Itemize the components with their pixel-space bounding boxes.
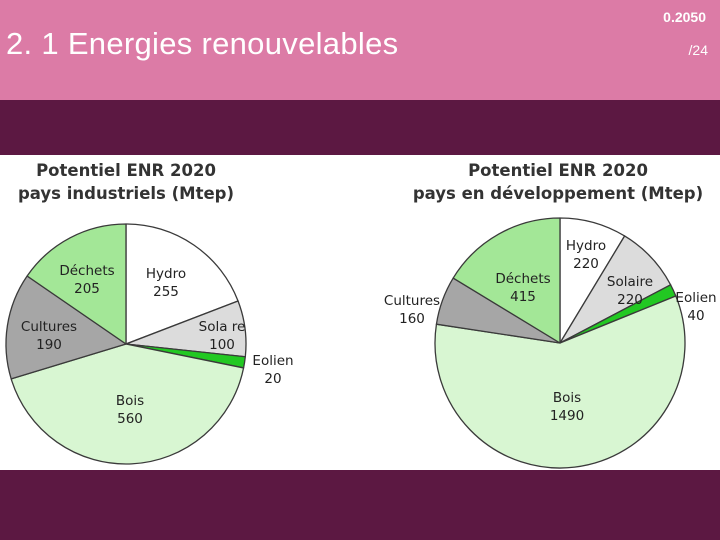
chart-1-label-dechets: Déchets — [59, 263, 114, 279]
chart-2-label-bois: Bois — [553, 390, 581, 406]
chart-2-label-hydro: Hydro — [566, 238, 606, 254]
chart-1-value-eolien: 20 — [264, 371, 281, 387]
chart-1-value-hydro: 255 — [153, 284, 179, 300]
chart-2-value-dechets: 415 — [510, 289, 536, 305]
chart-2: Potentiel ENR 2020 pays en développement… — [384, 161, 717, 469]
chart-1-value-solaire: 100 — [209, 337, 235, 353]
slide-code: 0.2050 — [663, 9, 706, 25]
chart-2-slice-bois — [434, 295, 686, 469]
chart-1-label-solaire: Sola re — [199, 319, 246, 335]
chart-1-label-cultures: Cultures — [21, 319, 77, 335]
chart-1-labels: Hydro 255 Sola re 100 Eolien 20 Bois 560 Culture… — [21, 263, 294, 427]
chart-2-slice-dechets — [452, 217, 561, 344]
chart-2-value-eolien: 40 — [687, 308, 704, 324]
slide-title: 2. 1 Energies renouvelables — [6, 26, 399, 61]
chart-1-slice-bois — [10, 343, 245, 465]
chart-1-slice-cultures — [5, 275, 127, 380]
chart-2-label-solaire: Solaire — [607, 274, 653, 290]
title-bar: 2. 1 Energies renouvelables 0.2050 /24 — [0, 0, 720, 100]
chart-1-label-eolien: Eolien — [252, 353, 293, 369]
chart-2-subtitle: pays en développement (Mtep) — [413, 184, 703, 203]
chart-1-value-dechets: 205 — [74, 281, 100, 297]
chart-1-subtitle: pays industriels (Mtep) — [18, 184, 234, 203]
chart-1-slice-dechets — [26, 223, 127, 345]
chart-2-title: Potentiel ENR 2020 — [468, 161, 648, 180]
chart-2-value-hydro: 220 — [573, 256, 599, 272]
chart-1-value-cultures: 190 — [36, 337, 62, 353]
chart-2-value-bois: 1490 — [550, 408, 584, 424]
chart-2-slices — [434, 217, 686, 469]
chart-2-value-cultures: 160 — [399, 311, 425, 327]
chart-2-label-cultures: Cultures — [384, 293, 440, 309]
chart-2-label-dechets: Déchets — [495, 271, 550, 287]
chart-1-label-bois: Bois — [116, 393, 144, 409]
chart-1-slices — [5, 223, 247, 465]
chart-1-value-bois: 560 — [117, 411, 143, 427]
chart-1-title: Potentiel ENR 2020 — [36, 161, 216, 180]
pie-charts: Potentiel ENR 2020 pays industriels (Mte… — [5, 161, 717, 469]
charts-panel: Potentiel ENR 2020 pays industriels (Mte… — [0, 155, 720, 470]
chart-2-labels: Hydro 220 Solaire 220 Eolien 40 Bois 1490 Cultur… — [384, 238, 717, 424]
chart-1-slice-hydro — [125, 223, 239, 345]
page-number: /24 — [688, 42, 708, 58]
chart-1-label-hydro: Hydro — [146, 266, 186, 282]
chart-1: Potentiel ENR 2020 pays industriels (Mte… — [5, 161, 294, 465]
chart-2-value-solaire: 220 — [617, 292, 643, 308]
chart-2-label-eolien: Eolien — [675, 290, 716, 306]
